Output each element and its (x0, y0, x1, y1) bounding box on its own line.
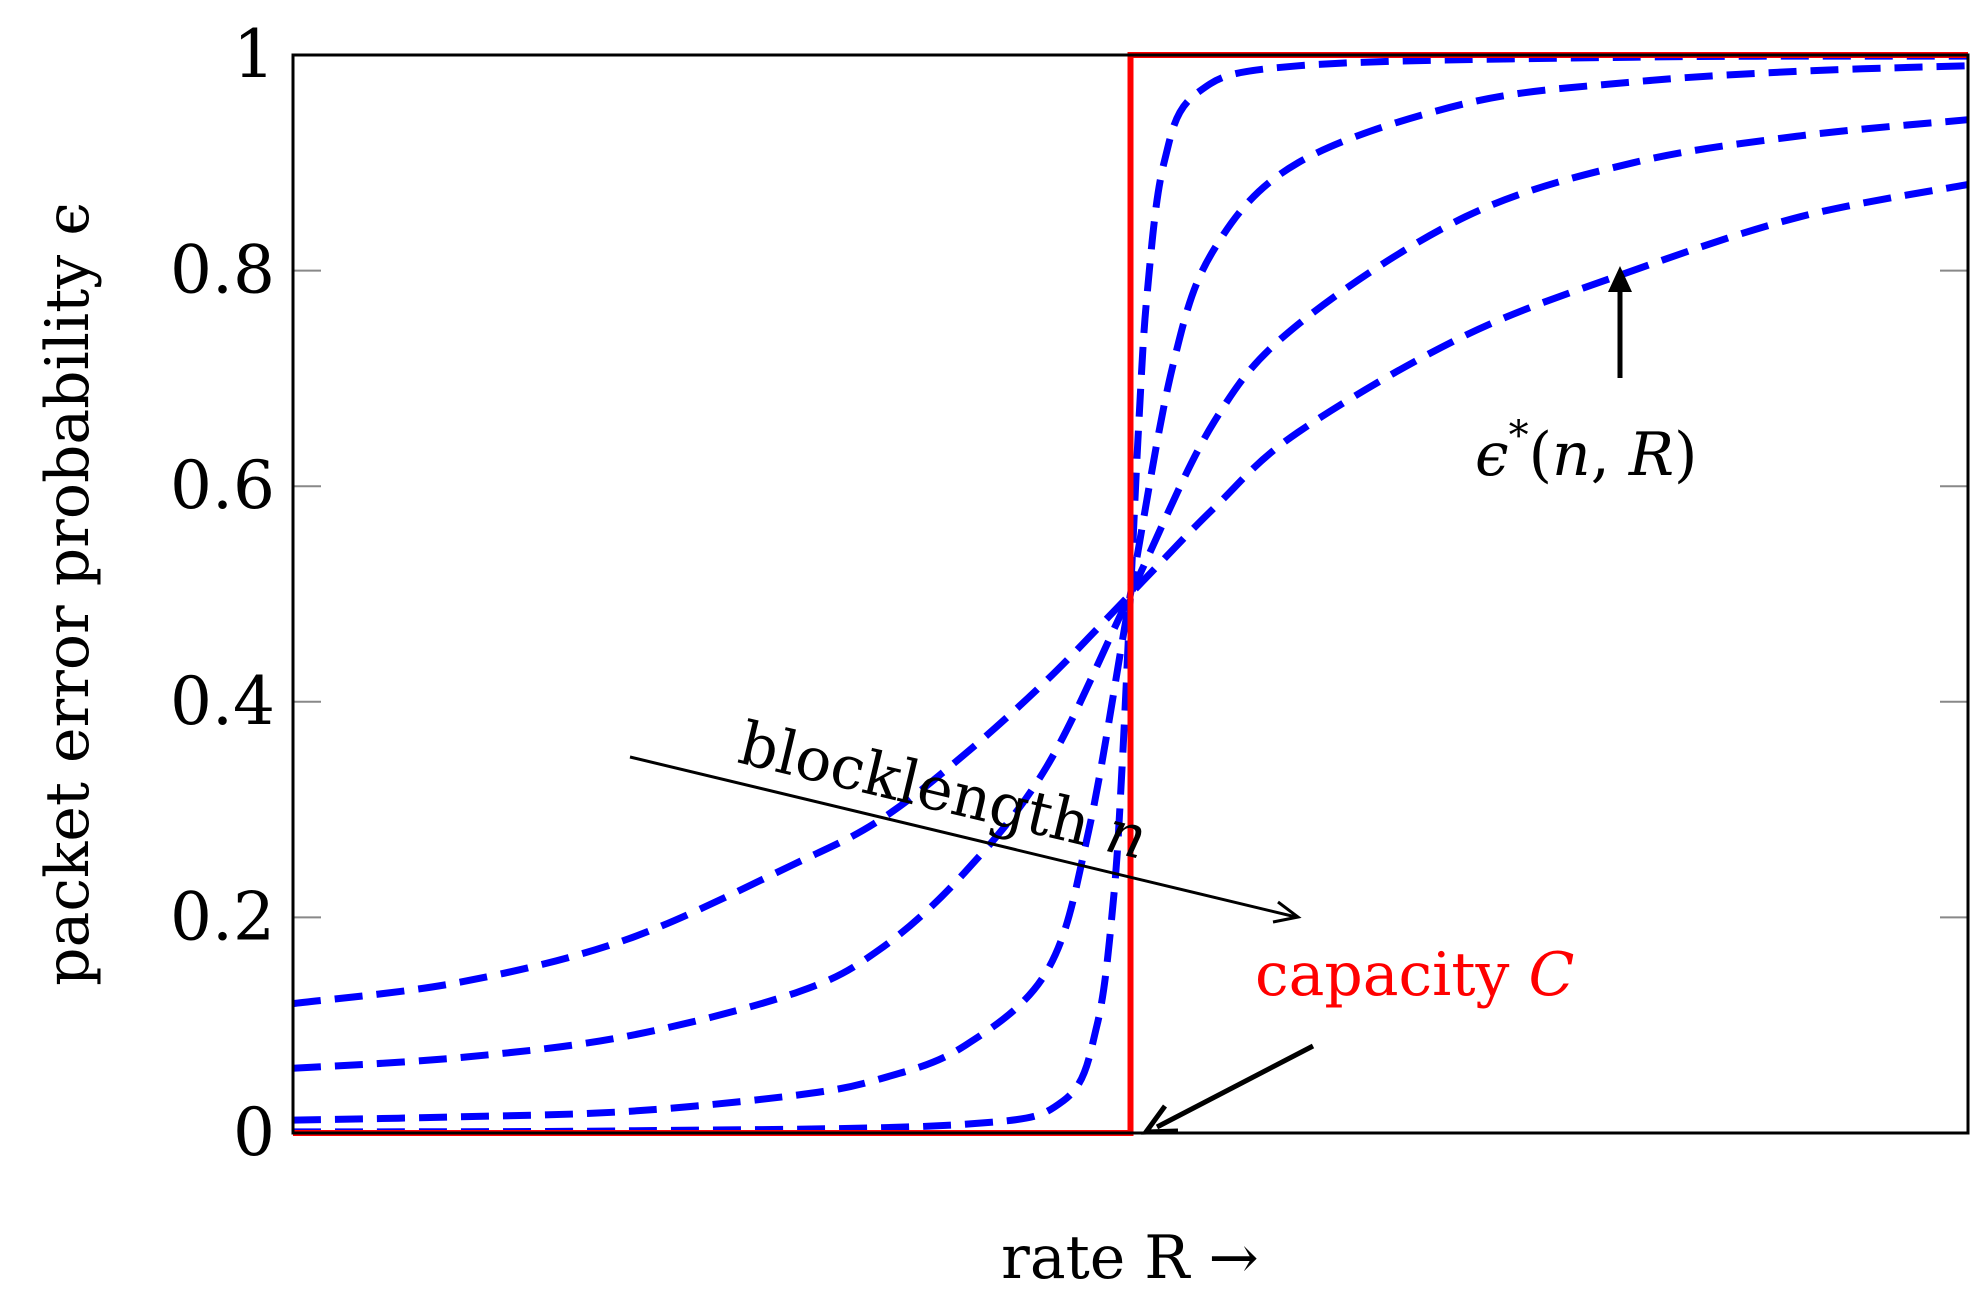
y-tick-label: 0.8 (170, 232, 275, 309)
blocklength-arrow (629, 755, 1297, 919)
plot-frame (291, 53, 1970, 1135)
capacity-step-line (293, 52, 1968, 1136)
blocklength-arrowhead (1272, 900, 1302, 924)
y-tick-label: 0.4 (170, 663, 275, 740)
capacity-arrowhead (1140, 1104, 1179, 1135)
capacity-label: capacity C (1255, 940, 1574, 1010)
y-axis-label: packet error probability ϵ (33, 202, 103, 986)
blocklength-label: blocklength n (732, 709, 1153, 874)
error-curve-2 (292, 116, 1969, 1072)
y-tick-label: 0.6 (170, 447, 275, 524)
plot-area (292, 52, 1969, 1136)
y-tick-label: 0.2 (170, 878, 275, 955)
capacity-arrow (1155, 1043, 1315, 1130)
error-curve-4 (292, 52, 1969, 1136)
curve-label: ϵ*(n, R) (1475, 413, 1697, 490)
y-tick-label: 1 (233, 16, 275, 93)
x-axis-label: rate R → (1001, 1223, 1259, 1293)
y-axis-ticks: 0 0.2 0.4 0.6 0.8 1 (170, 16, 1968, 1171)
y-tick-label: 0 (233, 1094, 275, 1171)
curve-label-arrowhead (1608, 266, 1632, 292)
error-curve-3 (292, 62, 1969, 1124)
error-curve-1 (292, 180, 1969, 1008)
